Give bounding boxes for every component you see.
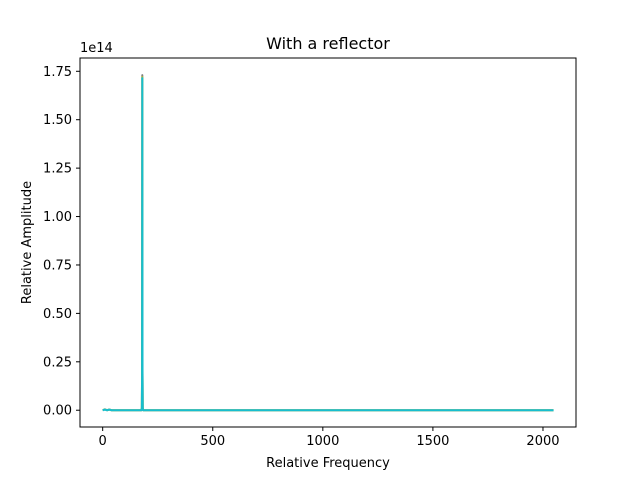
y-axis-ticks: 0.00 0.25 0.50 0.75 1.00 1.25 1.50 1.75: [43, 65, 80, 419]
x-tick-label: 1000: [306, 434, 339, 449]
y-tick-label: 1.25: [43, 162, 72, 177]
x-tick-label: 500: [200, 434, 225, 449]
x-tick-label: 2000: [526, 434, 559, 449]
y-tick-label: 1.75: [43, 65, 72, 80]
plot-frame: [79, 57, 577, 428]
plot-background: [80, 58, 576, 427]
y-tick-label: 1.00: [43, 210, 72, 225]
y-tick-label: 0.25: [43, 355, 72, 370]
series-layer: [102, 74, 554, 412]
y-tick-label: 1.50: [43, 113, 72, 128]
x-tick-label: 1500: [416, 434, 449, 449]
plot-area: [79, 57, 577, 428]
y-tick-label: 0.00: [43, 404, 72, 419]
x-axis-ticks: 0 500 1000 1500 2000: [99, 427, 560, 449]
y-axis-label: Relative Amplitude: [20, 181, 35, 304]
x-axis-label: Relative Frequency: [266, 456, 390, 471]
x-tick-label: 0: [99, 434, 107, 449]
series-line-3: [102, 77, 554, 412]
y-tick-label: 0.50: [43, 307, 72, 322]
y-scale-label: 1e14: [80, 41, 113, 56]
chart-title: With a reflector: [266, 34, 390, 53]
y-tick-label: 0.75: [43, 258, 72, 273]
